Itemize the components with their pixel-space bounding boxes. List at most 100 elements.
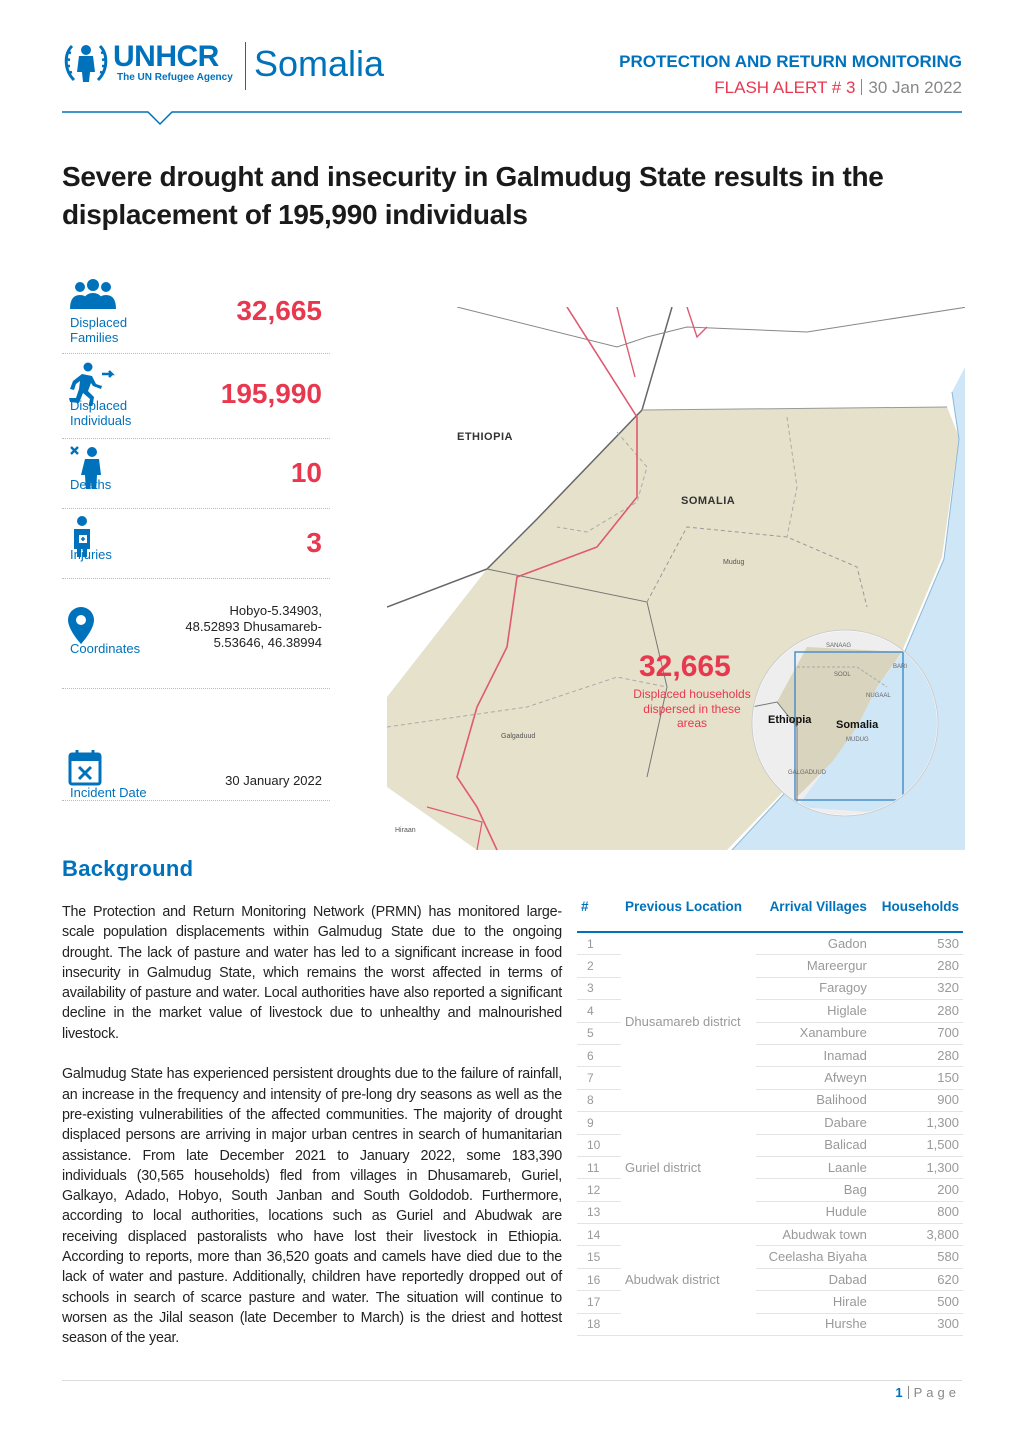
stat-label: Incident Date	[70, 785, 147, 800]
arrival-village: Balicad	[756, 1134, 871, 1157]
series-title: PROTECTION AND RETURN MONITORING	[619, 52, 962, 71]
column-header: Arrival Villages	[756, 897, 871, 933]
row-number: 5	[577, 1022, 621, 1045]
inset-label: MUDUG	[846, 737, 869, 743]
households: 580	[870, 1245, 963, 1269]
row-number: 11	[577, 1156, 621, 1180]
arrival-village: Hurshe	[756, 1313, 871, 1337]
stat-icon	[70, 279, 116, 309]
households: 1,300	[870, 1156, 963, 1180]
footer: 1 Page	[895, 1385, 960, 1400]
stat-row: Deaths 10	[62, 439, 330, 509]
inset-label: GALGADUUD	[788, 770, 827, 776]
arrival-village: Balihood	[756, 1089, 871, 1113]
arrival-village: Bag	[756, 1178, 871, 1202]
displacement-table: # Previous Location Arrival Villages Househ…	[577, 897, 963, 1337]
separator	[907, 1386, 909, 1399]
header-rule	[62, 111, 962, 126]
row-number: 8	[577, 1089, 621, 1113]
households: 300	[870, 1313, 963, 1337]
arrival-village: Xanambure	[756, 1022, 871, 1045]
footer-rule	[62, 1380, 962, 1381]
table-row: 1 Dhusamareb district Gadon 530	[577, 932, 963, 1113]
households: 280	[870, 954, 963, 978]
arrival-village: Hirale	[756, 1290, 871, 1314]
row-number: 6	[577, 1044, 621, 1068]
page-label: Page	[913, 1385, 960, 1400]
households: 700	[870, 1022, 963, 1045]
inset-label: BARI	[893, 664, 908, 670]
row-number: 18	[577, 1313, 621, 1337]
stat-label: Displaced Individuals	[70, 398, 132, 428]
alert-line: FLASH ALERT # 3 30 Jan 2022	[714, 78, 962, 98]
map-graphic	[387, 307, 965, 850]
table-row: 13 Hudule 800	[577, 1201, 963, 1225]
key-figures: Displaced Families 32,665 Displaced Indivi…	[62, 273, 330, 801]
map-label: Galgaduud	[501, 733, 536, 740]
previous-location: Abudwak district	[621, 1223, 757, 1337]
column-header: Households	[870, 897, 963, 933]
households: 500	[870, 1290, 963, 1314]
stat-value: Hobyo-5.34903, 48.52893 Dhusamareb-5.536…	[185, 603, 322, 650]
table-row: 9 Guriel district Dabare 1,300	[577, 1111, 963, 1225]
table-head: # Previous Location Arrival Villages Househ…	[577, 897, 963, 933]
stat-label: Injuries	[70, 547, 112, 562]
arrival-village: Afweyn	[756, 1066, 871, 1090]
inset-label: SANAAG	[826, 643, 852, 649]
row-number: 7	[577, 1066, 621, 1090]
table-row: 12 Bag 200	[577, 1178, 963, 1202]
inset-label: NUGAAL	[866, 693, 891, 699]
inset-label: Somalia	[836, 719, 879, 731]
row-number: 17	[577, 1290, 621, 1314]
stat-label: Deaths	[70, 477, 112, 492]
paragraph: Galmudug State has experienced persisten…	[62, 1066, 562, 1347]
table-row: 7 Afweyn 150	[577, 1066, 963, 1090]
displacement-table-wrap: # Previous Location Arrival Villages Househ…	[577, 897, 963, 1337]
stat-row: Displaced Individuals 195,990	[62, 354, 330, 439]
column-header: #	[577, 897, 621, 933]
column-header: Previous Location	[621, 897, 757, 933]
stat-value: 195,990	[220, 378, 322, 409]
org-tagline: The UN Refugee Agency	[117, 72, 233, 83]
paragraph: The Protection and Return Monitoring Net…	[62, 904, 562, 1042]
country: Somalia	[254, 43, 385, 84]
arrival-village: Higlale	[756, 999, 871, 1023]
households: 1,300	[870, 1111, 963, 1135]
callout-value: 32,665	[639, 650, 731, 683]
row-number: 3	[577, 977, 621, 1001]
arrival-village: Inamad	[756, 1044, 871, 1068]
households: 320	[870, 977, 963, 1001]
alert-date: 30 Jan 2022	[868, 78, 962, 97]
stat-icon	[69, 362, 115, 406]
row-number: 12	[577, 1178, 621, 1202]
stat-icon	[68, 750, 102, 786]
stat-value: 30 January 2022	[225, 773, 322, 788]
table-row: 2 Mareergur 280	[577, 954, 963, 978]
org-name: UNHCR	[113, 40, 219, 73]
stat-label: Displaced Families	[70, 315, 128, 345]
logo-divider	[245, 42, 246, 90]
alert-number: FLASH ALERT # 3	[714, 78, 856, 97]
callout-text: Displaced households dispersed in these …	[633, 687, 751, 730]
map: ETHIOPIA SOMALIA Mudug Galgaduud Hiraan Ethio…	[387, 307, 965, 850]
households: 3,800	[870, 1223, 963, 1247]
stat-row: Coordinates Hobyo-5.34903, 48.52893 Dhusa…	[62, 579, 330, 689]
map-label: SOMALIA	[681, 495, 736, 507]
row-number: 16	[577, 1268, 621, 1292]
households: 280	[870, 999, 963, 1023]
headline: Severe drought and insecurity in Galmudu…	[62, 161, 884, 230]
households: 280	[870, 1044, 963, 1068]
table-row: 10 Balicad 1,500	[577, 1134, 963, 1157]
map-label: Hiraan	[395, 827, 416, 834]
arrival-village: Ceelasha Biyaha	[756, 1245, 871, 1269]
stat-row: Injuries 3	[62, 509, 330, 579]
body-text: The Protection and Return Monitoring Net…	[62, 902, 562, 1369]
stat-value: 32,665	[236, 295, 322, 326]
previous-location: Guriel district	[621, 1111, 757, 1225]
table-row: 15 Ceelasha Biyaha 580	[577, 1245, 963, 1269]
table-row: 11 Laanle 1,300	[577, 1156, 963, 1180]
table-row: 14 Abudwak district Abudwak town 3,800	[577, 1223, 963, 1337]
table-row: 5 Xanambure 700	[577, 1022, 963, 1045]
logo-mark	[64, 44, 108, 82]
